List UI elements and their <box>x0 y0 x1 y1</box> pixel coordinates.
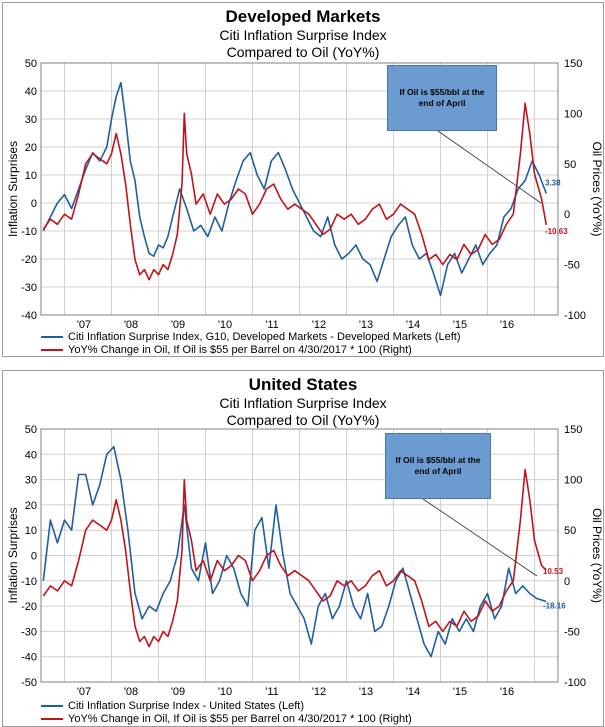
x-tick-label: '09 <box>171 686 185 698</box>
x-tick-label: '11 <box>265 686 279 698</box>
x-tick-label: '16 <box>500 319 514 331</box>
y-left-tick-label: 40 <box>25 449 37 461</box>
x-tick-label: '15 <box>453 686 467 698</box>
plot-frame <box>40 62 559 316</box>
y-left-axis-title: Inflation Surprises <box>6 141 20 237</box>
y-right-axis-title: Oil Prices (YoY%) <box>590 508 603 603</box>
series-line-red <box>42 102 548 281</box>
y-left-tick-label: 30 <box>25 475 37 487</box>
x-tick-label: '11 <box>265 319 279 331</box>
x-tick-label: '08 <box>124 686 138 698</box>
legend-item-blue: Citi Inflation Surprise Index - United S… <box>41 699 412 712</box>
legend-label: YoY% Change in Oil, If Oil is $55 per Ba… <box>68 712 412 725</box>
y-right-tick-label: 100 <box>564 108 582 120</box>
x-tick-label: '14 <box>406 686 420 698</box>
chart-subtitle-1: Citi Inflation Surprise Index <box>219 27 387 43</box>
y-left-tick-label: 50 <box>25 424 37 436</box>
y-left-tick-label: -50 <box>21 677 37 689</box>
y-right-tick-label: 150 <box>564 424 582 436</box>
y-left-tick-label: -40 <box>21 310 37 322</box>
legend-swatch-red <box>41 717 63 720</box>
chart-subtitle-2: Compared to Oil (YoY%) <box>226 44 380 60</box>
y-right-tick-label: -50 <box>564 626 580 638</box>
x-tick-label: '14 <box>406 319 420 331</box>
legend-swatch-blue <box>41 335 63 338</box>
chart-title: Developed Markets <box>225 7 381 26</box>
series-line-red <box>42 468 547 648</box>
x-tick-label: '16 <box>500 686 514 698</box>
end-label-blue: 3.38 <box>545 178 561 187</box>
y-right-tick-label: 50 <box>564 159 576 171</box>
chart-title: United States <box>248 375 358 394</box>
y-right-tick-label: 150 <box>564 58 582 70</box>
legend-swatch-blue <box>41 704 63 707</box>
x-tick-label: '13 <box>359 319 373 331</box>
chart-panel-united-states: United States Citi Inflation Surprise In… <box>2 370 604 727</box>
y-right-tick-label: -50 <box>564 260 580 272</box>
y-left-tick-label: -40 <box>21 652 37 664</box>
legend-item-red: YoY% Change in Oil, If Oil is $55 per Ba… <box>41 712 412 725</box>
y-right-axis-title: Oil Prices (YoY%) <box>590 142 603 237</box>
y-left-axis-title: Inflation Surprises <box>6 507 20 603</box>
end-label-blue: -18.16 <box>543 602 566 611</box>
legend-label: Citi Inflation Surprise Index, G10, Deve… <box>68 330 461 343</box>
y-left-tick-label: -20 <box>21 254 37 266</box>
y-left-tick-label: 0 <box>31 198 37 210</box>
annotation-arrow <box>437 130 542 204</box>
chart-subtitle-2: Compared to Oil (YoY%) <box>226 412 380 428</box>
y-left-tick-label: 50 <box>25 58 37 70</box>
y-left-tick-label: 0 <box>31 551 37 563</box>
end-label-red: -10.63 <box>545 227 568 236</box>
legend-item-blue: Citi Inflation Surprise Index, G10, Deve… <box>41 330 461 343</box>
annotation-callout: If Oil is $55/bbl at the end of April <box>385 433 491 499</box>
legend-label: Citi Inflation Surprise Index - United S… <box>68 699 304 712</box>
y-right-tick-label: -100 <box>564 310 586 322</box>
chart-plot: 50403020100-10-20-30-40-50150100500-50-1… <box>6 424 603 698</box>
annotation-arrow <box>422 498 538 577</box>
series-line-blue <box>42 445 547 658</box>
y-left-tick-label: 10 <box>25 170 37 182</box>
y-left-tick-label: -30 <box>21 626 37 638</box>
y-right-tick-label: -100 <box>564 677 586 689</box>
y-left-tick-label: -20 <box>21 601 37 613</box>
chart-subtitle-1: Citi Inflation Surprise Index <box>219 395 387 411</box>
x-tick-label: '13 <box>359 686 373 698</box>
y-left-tick-label: 20 <box>25 142 37 154</box>
chart-legend: Citi Inflation Surprise Index - United S… <box>41 699 412 725</box>
end-label-red: 10.53 <box>543 567 564 576</box>
y-left-tick-label: 30 <box>25 114 37 126</box>
y-left-tick-label: -30 <box>21 282 37 294</box>
y-right-tick-label: 100 <box>564 475 582 487</box>
x-tick-label: '10 <box>218 319 232 331</box>
legend-label: YoY% Change in Oil, If Oil is $55 per Ba… <box>68 343 412 356</box>
legend-swatch-red <box>41 348 63 351</box>
legend-item-red: YoY% Change in Oil, If Oil is $55 per Ba… <box>41 343 461 356</box>
x-tick-label: '07 <box>77 319 91 331</box>
x-tick-label: '12 <box>312 319 326 331</box>
y-left-tick-label: 10 <box>25 525 37 537</box>
x-tick-label: '12 <box>312 686 326 698</box>
chart-legend: Citi Inflation Surprise Index, G10, Deve… <box>41 330 461 356</box>
x-tick-label: '10 <box>218 686 232 698</box>
annotation-callout: If Oil is $55/bbl at the end of April <box>387 65 497 131</box>
y-right-tick-label: 0 <box>564 576 570 588</box>
x-tick-label: '09 <box>171 319 185 331</box>
plot-frame <box>40 428 559 683</box>
y-left-tick-label: 40 <box>25 86 37 98</box>
y-left-tick-label: 20 <box>25 500 37 512</box>
x-tick-label: '08 <box>124 319 138 331</box>
y-right-tick-label: 50 <box>564 525 576 537</box>
y-right-tick-label: 0 <box>564 209 570 221</box>
y-left-tick-label: -10 <box>21 576 37 588</box>
x-tick-label: '15 <box>453 319 467 331</box>
y-left-tick-label: -10 <box>21 226 37 238</box>
x-tick-label: '07 <box>77 686 91 698</box>
chart-panel-developed-markets: Developed Markets Citi Inflation Surpris… <box>2 2 604 357</box>
chart-plot: 50403020100-10-20-30-40150100500-50-100'… <box>6 58 603 331</box>
